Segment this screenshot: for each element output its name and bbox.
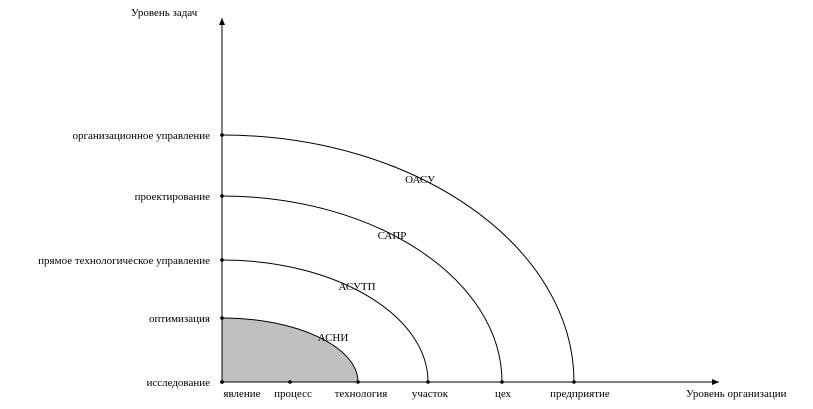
y-level-label: организационное управление xyxy=(72,130,210,142)
y-axis-levels: исследование оптимизация прямое технологич… xyxy=(38,130,224,389)
y-level-dot xyxy=(220,194,224,198)
x-axis-levels: явление процесс технология участок цех предпр… xyxy=(220,380,610,400)
asni-filled-region xyxy=(222,318,358,382)
system-curve xyxy=(221,195,503,383)
x-level-label: предприятие xyxy=(550,388,610,400)
x-level-dot xyxy=(572,380,576,384)
y-level-label: прямое технологическое управление xyxy=(38,255,210,267)
y-level-label: оптимизация xyxy=(149,313,210,325)
system-curve xyxy=(221,317,359,383)
x-level-dot xyxy=(500,380,504,384)
y-level-label: проектирование xyxy=(135,191,211,203)
y-level-dot xyxy=(220,316,224,320)
x-level-label: процесс xyxy=(274,388,312,400)
x-level-label: участок xyxy=(412,388,449,400)
y-level-label: исследование xyxy=(146,377,210,389)
system-curves xyxy=(221,134,575,383)
x-level-dot xyxy=(356,380,360,384)
system-label: САПР xyxy=(378,230,407,242)
x-level-label: явление xyxy=(223,388,260,400)
system-curve xyxy=(221,259,429,383)
y-level-dot xyxy=(220,258,224,262)
system-label: АСНИ xyxy=(318,332,349,344)
system-labels: АСНИ АСУТП САПР ОАСУ xyxy=(318,174,435,344)
x-level-dot xyxy=(426,380,430,384)
system-label: ОАСУ xyxy=(405,174,435,186)
x-level-dot xyxy=(220,380,224,384)
system-curve xyxy=(221,134,575,383)
x-level-dot xyxy=(288,380,292,384)
x-level-label: технология xyxy=(335,388,388,400)
x-level-label: цех xyxy=(495,388,512,400)
system-label: АСУТП xyxy=(338,281,375,293)
x-axis-title: Уровень организации xyxy=(686,388,787,400)
y-axis-title: Уровень задач xyxy=(131,7,198,19)
y-level-dot xyxy=(220,133,224,137)
